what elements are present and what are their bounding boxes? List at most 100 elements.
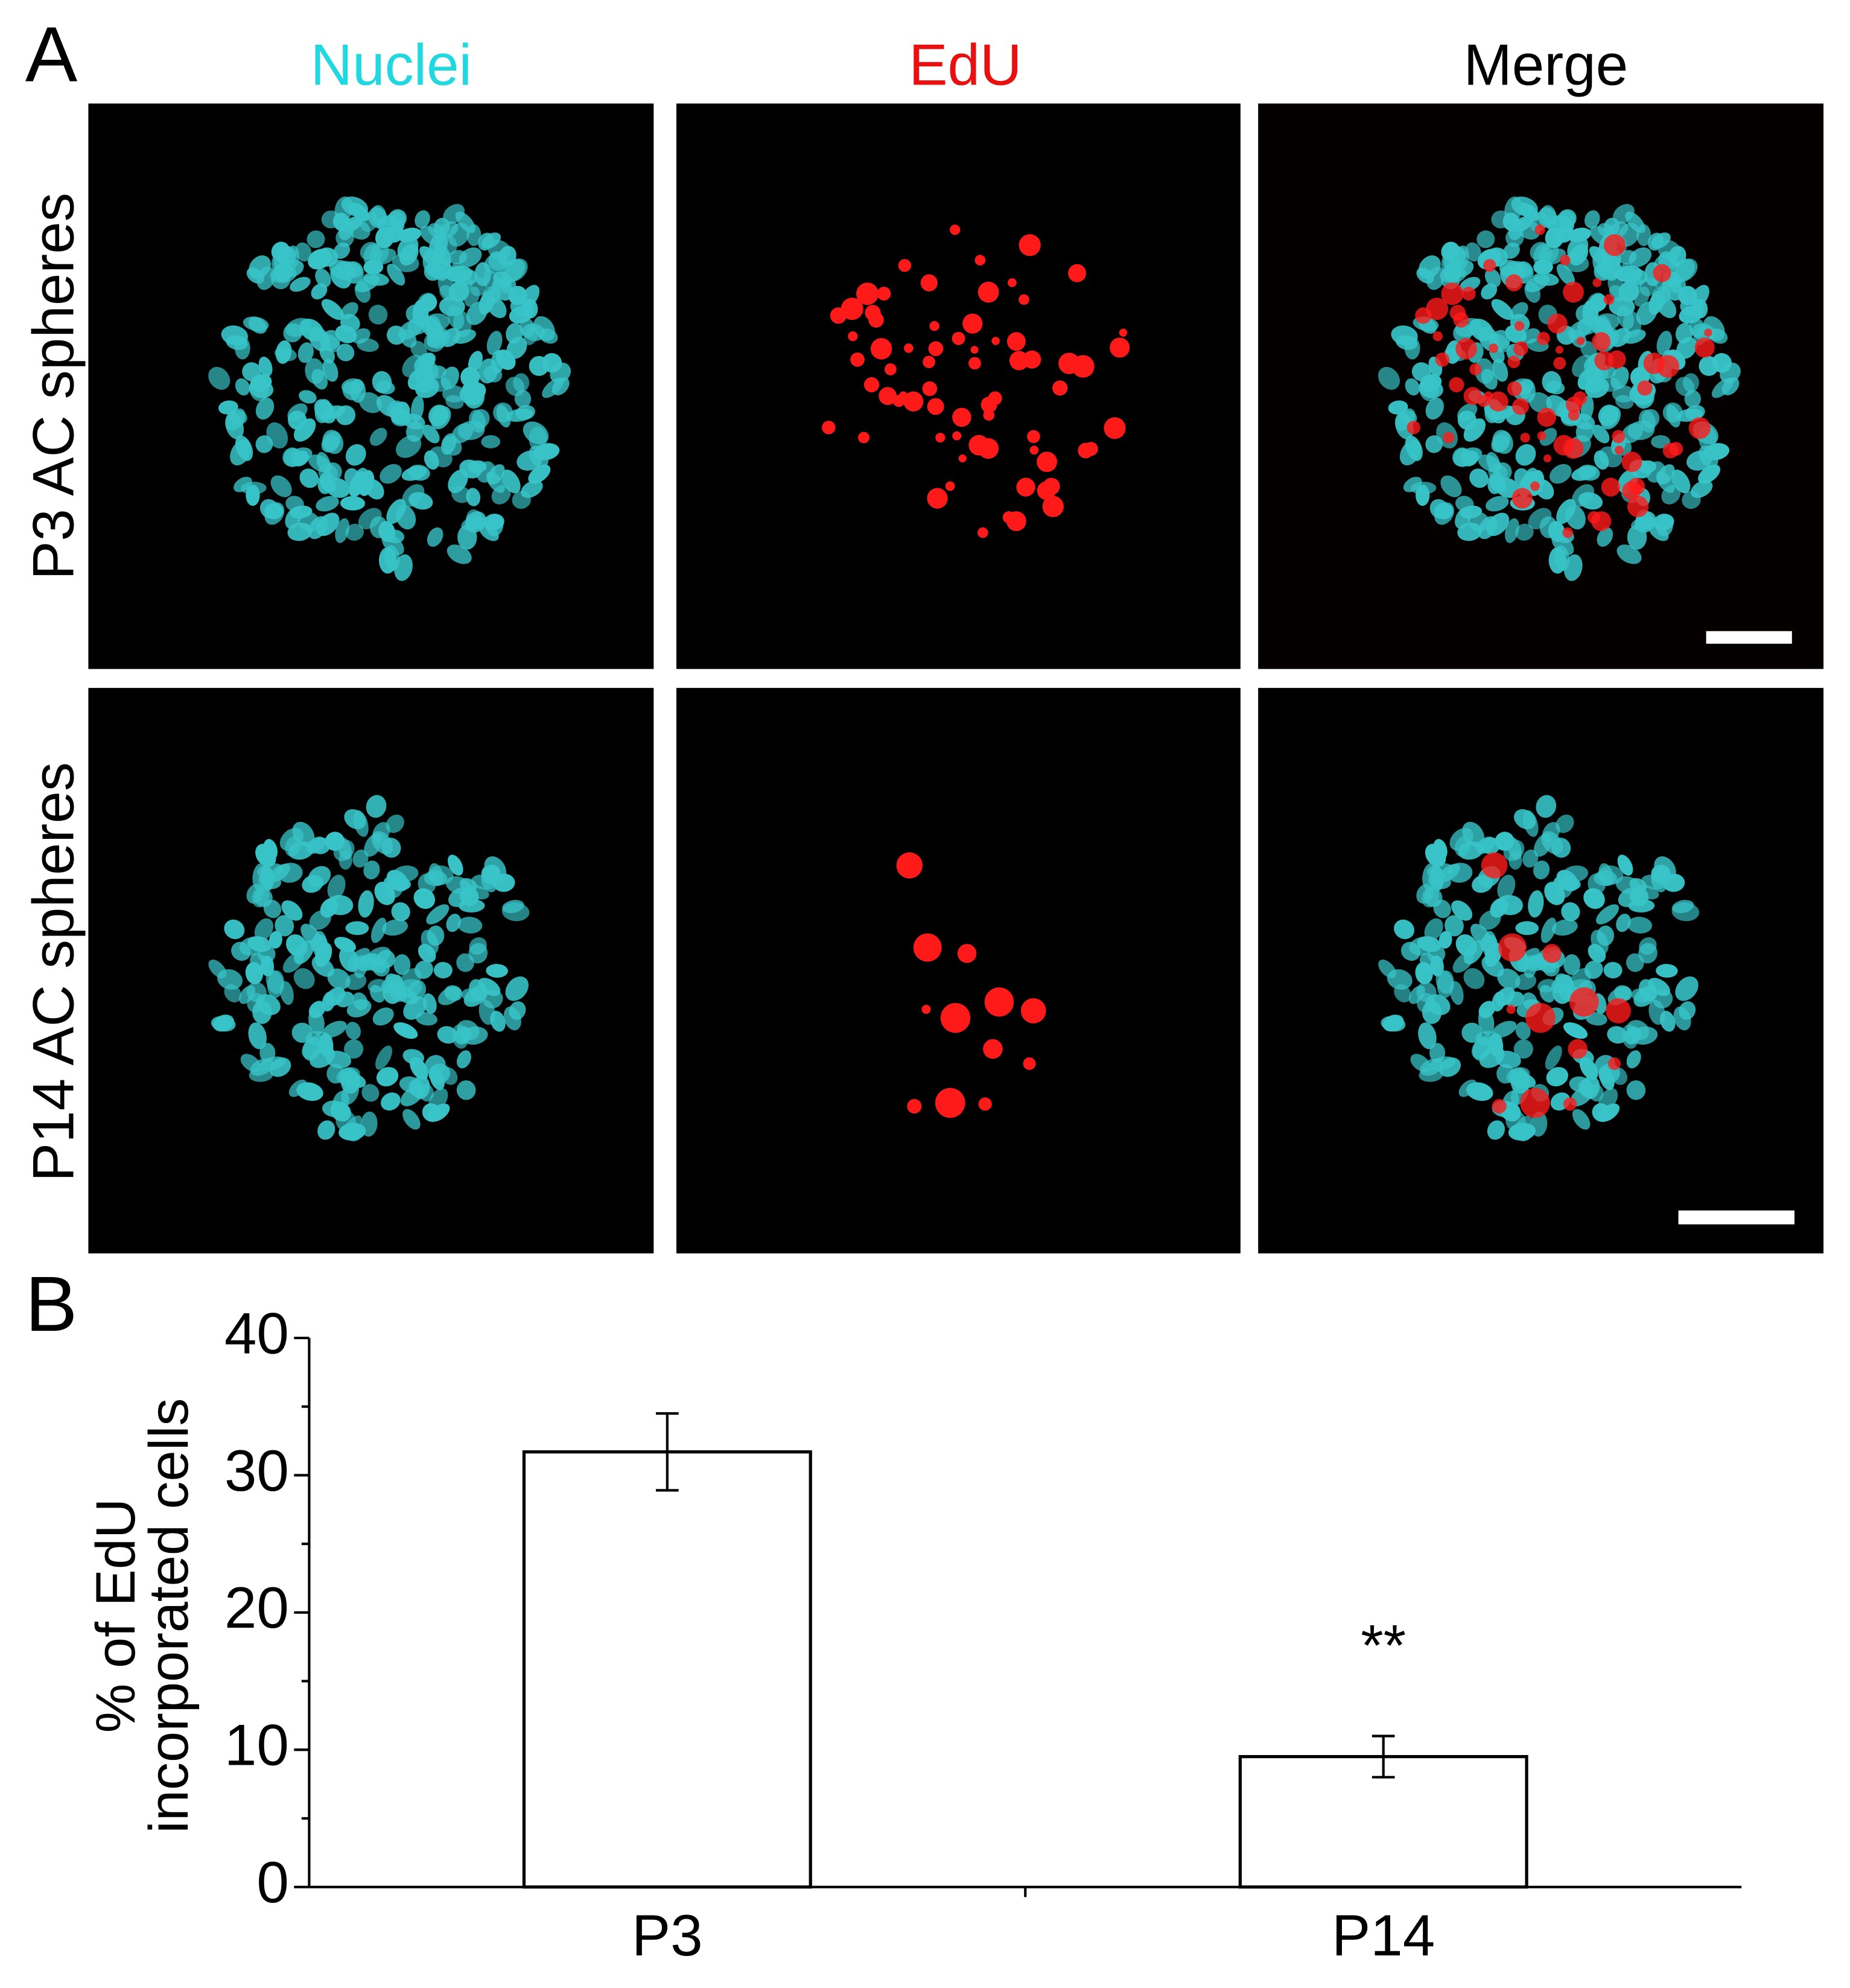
nucleus: [342, 216, 363, 232]
edu-spot: [1492, 1098, 1507, 1114]
nucleus: [375, 1045, 393, 1070]
edu-spot: [1653, 264, 1671, 282]
nucleus: [1455, 934, 1478, 957]
edu-spot: [896, 852, 923, 879]
nucleus: [1656, 331, 1673, 355]
edu-spot: [1569, 987, 1599, 1017]
edu-spot: [913, 933, 942, 962]
nucleus: [1690, 480, 1713, 499]
nucleus: [1491, 299, 1514, 320]
nucleus: [488, 240, 511, 260]
nucleus: [1518, 202, 1540, 221]
nucleus: [426, 904, 450, 925]
nucleus: [1641, 875, 1665, 890]
edu-spot: [1407, 421, 1420, 435]
nucleus: [1656, 964, 1678, 978]
column-title: Merge: [1464, 33, 1629, 97]
edu-spot: [984, 987, 1014, 1017]
nucleus: [299, 390, 317, 404]
nucleus: [471, 875, 496, 890]
edu-spot: [945, 481, 955, 491]
edu-spot: [1463, 387, 1482, 406]
nucleus: [1563, 954, 1580, 975]
nucleus: [321, 210, 341, 229]
nucleus: [1563, 1022, 1588, 1039]
nucleus: [408, 492, 433, 510]
nucleus: [1551, 838, 1571, 858]
nucleus: [1487, 1120, 1505, 1140]
edu-spot: [1542, 944, 1562, 963]
nucleus: [1428, 873, 1451, 890]
nucleus: [358, 470, 375, 496]
nucleus: [1514, 809, 1536, 830]
nucleus: [1416, 484, 1430, 506]
nucleus: [439, 296, 465, 316]
nucleus: [469, 277, 488, 296]
nucleus: [447, 855, 463, 876]
nucleus: [1459, 276, 1481, 292]
nucleus: [360, 1111, 378, 1137]
nucleus: [1631, 1026, 1658, 1045]
nucleus: [218, 400, 238, 415]
nucleus: [1551, 919, 1578, 936]
edu-spot: [1637, 380, 1653, 396]
nucleus: [454, 274, 473, 290]
y-tick-label: 10: [224, 1713, 289, 1778]
nucleus: [317, 1120, 335, 1140]
nucleus: [1597, 1103, 1620, 1122]
y-tick-label: 0: [256, 1850, 289, 1915]
nucleus: [335, 518, 350, 543]
nucleus: [386, 870, 409, 891]
nucleus: [239, 985, 256, 1004]
nucleus: [509, 1001, 526, 1020]
edu-spot: [1568, 409, 1580, 421]
edu-spot: [1694, 337, 1715, 358]
nucleus: [327, 875, 346, 900]
nucleus: [1623, 311, 1642, 338]
nucleus: [1492, 358, 1508, 382]
edu-spot: [1555, 346, 1563, 354]
nucleus: [368, 304, 388, 325]
edu-spot: [1469, 363, 1482, 375]
nucleus: [361, 1084, 380, 1102]
edu-spot: [1415, 307, 1432, 324]
nucleus: [335, 228, 354, 247]
edu-spot: [1588, 511, 1600, 524]
edu-spot: [921, 1004, 931, 1014]
edu-spot: [1669, 442, 1683, 456]
nucleus: [1589, 293, 1607, 311]
nucleus: [1464, 242, 1481, 262]
nucleus: [1418, 379, 1443, 398]
nucleus: [1449, 827, 1473, 851]
nucleus: [1411, 362, 1432, 381]
nucleus: [1671, 900, 1694, 914]
nucleus: [208, 366, 230, 390]
nucleus: [460, 887, 479, 906]
nucleus: [408, 464, 430, 481]
nucleus: [1484, 268, 1501, 288]
nucleus: [1486, 512, 1510, 537]
nucleus: [459, 386, 483, 406]
nucleus: [1512, 216, 1533, 232]
edu-spot: [1563, 438, 1584, 459]
nucleus: [1466, 1082, 1493, 1101]
nucleus: [521, 480, 543, 499]
nucleus: [1618, 250, 1637, 265]
nucleus: [316, 512, 340, 537]
nucleus: [508, 285, 527, 305]
nucleus: [249, 1068, 273, 1082]
micrograph: [88, 103, 654, 669]
nucleus: [410, 395, 424, 422]
nucleus: [255, 435, 273, 453]
nucleus: [1699, 445, 1718, 468]
edu-spot: [983, 409, 995, 421]
edu-spot: [1449, 377, 1464, 393]
edu-spot: [1037, 451, 1057, 473]
nucleus: [283, 323, 303, 343]
edu-spot: [977, 281, 999, 303]
nucleus: [506, 323, 524, 344]
nucleus: [486, 331, 503, 355]
edu-spot: [1023, 1057, 1036, 1070]
edu-spot: [929, 321, 939, 331]
edu-spot: [877, 287, 891, 301]
